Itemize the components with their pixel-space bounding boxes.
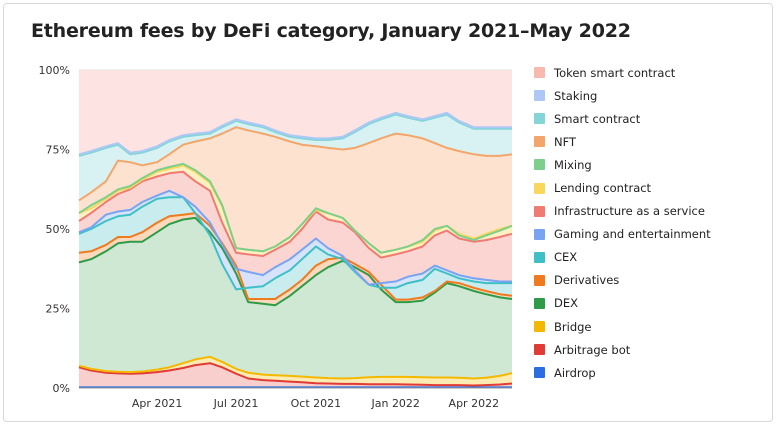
legend-label: Derivatives bbox=[554, 273, 620, 288]
legend-label: Staking bbox=[554, 88, 598, 103]
legend-label: Infrastructure as a service bbox=[554, 204, 705, 219]
legend-swatch bbox=[534, 228, 545, 240]
area-token-smart-contract bbox=[79, 70, 512, 155]
line-nft bbox=[78, 126, 513, 202]
legend-swatch bbox=[534, 182, 545, 194]
legend-item: CEX bbox=[534, 246, 764, 269]
y-tick-label: 0% bbox=[53, 382, 70, 395]
area-arbitrage-bot bbox=[79, 363, 512, 388]
legend-item: Infrastructure as a service bbox=[534, 200, 764, 223]
legend-swatch bbox=[534, 90, 545, 102]
x-tick-label: Apr 2022 bbox=[449, 397, 500, 410]
area-dex bbox=[79, 217, 512, 379]
line-cex bbox=[78, 196, 512, 291]
legend-item: Gaming and entertainment bbox=[534, 223, 764, 246]
legend-label: Gaming and entertainment bbox=[554, 227, 711, 242]
line-mixing bbox=[78, 162, 513, 254]
area-derivatives bbox=[79, 213, 512, 306]
line-smart-contract bbox=[78, 113, 512, 157]
legend-swatch bbox=[534, 67, 545, 79]
area-cex bbox=[79, 197, 512, 300]
legend-label: DEX bbox=[554, 296, 578, 311]
chart-legend: Token smart contract Staking Smart contrac… bbox=[534, 61, 764, 384]
chart-title: Ethereum fees by DeFi category, January … bbox=[31, 20, 631, 42]
legend-label: CEX bbox=[554, 250, 578, 265]
y-tick-label: 100% bbox=[39, 64, 70, 77]
line-bridge bbox=[78, 355, 513, 380]
legend-item: Derivatives bbox=[534, 269, 764, 292]
x-tick-label: Apr 2021 bbox=[132, 397, 183, 410]
legend-swatch bbox=[534, 344, 545, 356]
x-tick-label: Jul 2021 bbox=[213, 397, 259, 410]
area-nft bbox=[79, 127, 512, 253]
legend-swatch bbox=[534, 321, 545, 333]
legend-item: Lending contract bbox=[534, 176, 764, 199]
x-tick-label: Oct 2021 bbox=[291, 397, 342, 410]
legend-item: Smart contract bbox=[534, 107, 764, 130]
legend-label: Lending contract bbox=[554, 181, 652, 196]
legend-swatch bbox=[534, 159, 545, 171]
y-tick-label: 75% bbox=[46, 144, 70, 157]
line-arbitrage-bot bbox=[78, 362, 513, 387]
legend-item: NFT bbox=[534, 130, 764, 153]
legend-label: Token smart contract bbox=[554, 65, 676, 80]
y-tick-label: 50% bbox=[46, 223, 70, 236]
legend-label: Smart contract bbox=[554, 111, 641, 126]
legend-label: Mixing bbox=[554, 157, 592, 172]
legend-item: Arbitrage bot bbox=[534, 338, 764, 361]
legend-label: Arbitrage bot bbox=[554, 342, 631, 357]
area-bridge bbox=[79, 356, 512, 386]
legend-item: Airdrop bbox=[534, 361, 764, 384]
line-staking bbox=[78, 111, 512, 156]
legend-swatch bbox=[534, 297, 545, 309]
legend-item: Bridge bbox=[534, 315, 764, 338]
legend-swatch bbox=[534, 205, 545, 217]
y-tick-label: 25% bbox=[46, 303, 70, 316]
legend-label: Airdrop bbox=[554, 365, 596, 380]
legend-label: Bridge bbox=[554, 319, 592, 334]
line-infrastructure-as-a-service bbox=[78, 170, 513, 259]
legend-swatch bbox=[534, 136, 545, 148]
legend-swatch bbox=[534, 274, 545, 286]
legend-label: NFT bbox=[554, 134, 577, 149]
legend-swatch bbox=[534, 367, 545, 379]
legend-item: Staking bbox=[534, 84, 764, 107]
legend-swatch bbox=[534, 113, 545, 125]
line-derivatives bbox=[78, 212, 513, 301]
legend-item: Mixing bbox=[534, 153, 764, 176]
legend-swatch bbox=[534, 251, 545, 263]
legend-item: Token smart contract bbox=[534, 61, 764, 84]
line-dex bbox=[78, 216, 513, 307]
x-tick-label: Jan 2022 bbox=[370, 397, 419, 410]
legend-item: DEX bbox=[534, 292, 764, 315]
line-gaming-and-entertainment bbox=[78, 189, 512, 286]
